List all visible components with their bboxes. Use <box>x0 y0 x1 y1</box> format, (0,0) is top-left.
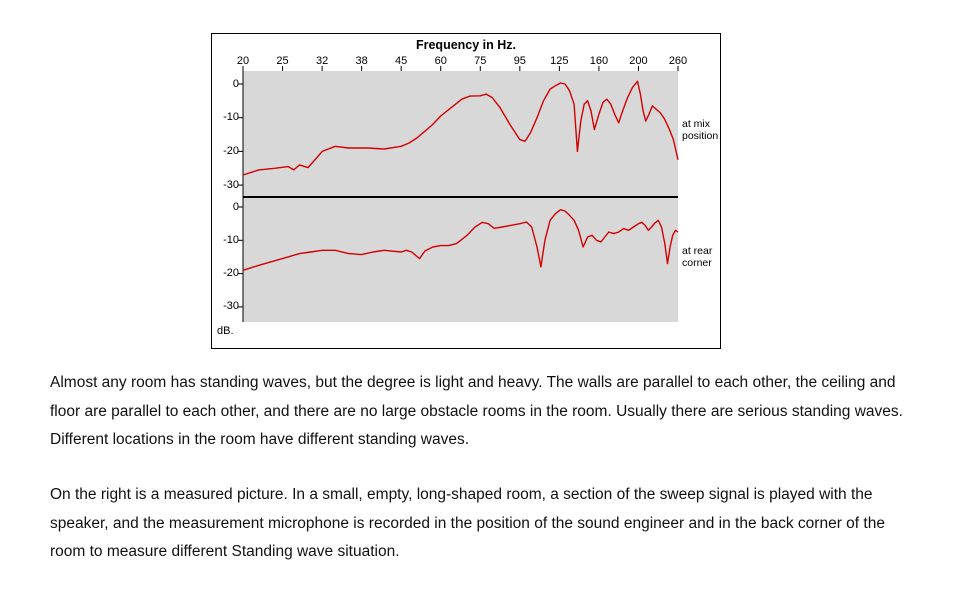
x-tick-label: 160 <box>589 55 609 67</box>
y-tick-label: -30 <box>223 300 239 313</box>
series-label-mix-position: at mix position <box>682 118 722 142</box>
paragraph-measurement: On the right is a measured picture. In a… <box>50 486 885 560</box>
y-tick-label: -20 <box>223 267 239 280</box>
x-tick-label: 60 <box>434 55 447 67</box>
y-tick-label: -30 <box>223 178 239 191</box>
y-axis-unit-label: dB. <box>217 325 234 337</box>
x-tick-label: 75 <box>474 55 487 67</box>
x-tick-label: 20 <box>236 55 250 67</box>
x-tick-label: 200 <box>629 55 648 67</box>
x-tick-label: 32 <box>315 55 329 67</box>
series-label-line: at mix <box>682 118 711 130</box>
x-tick-label: 38 <box>355 55 368 67</box>
x-tick-label: 25 <box>276 55 289 67</box>
series-label-line: corner <box>682 257 712 269</box>
chart-title: Frequency in Hz. <box>415 38 517 52</box>
paragraph-standing-waves: Almost any room has standing waves, but … <box>50 374 903 448</box>
plot-area-mix-position <box>243 71 678 196</box>
x-tick-label: 95 <box>513 55 526 67</box>
series-label-line: position <box>682 130 719 142</box>
y-tick-label: -20 <box>223 144 239 157</box>
plot-divider-line <box>243 196 678 198</box>
y-tick-label: -10 <box>223 233 239 246</box>
x-tick-label: 125 <box>550 55 569 67</box>
y-tick-label: 0 <box>232 200 239 213</box>
series-label-line: at rear <box>682 245 713 257</box>
frequency-response-chart-panel: Frequency in Hz. 20 25 32 38 45 60 75 95 125 160 2… <box>211 33 721 349</box>
x-tick-label: 260 <box>668 55 688 67</box>
y-tick-label: 0 <box>232 77 239 90</box>
y-tick-label: -10 <box>223 111 239 124</box>
series-label-rear-corner: at rear corner <box>682 245 722 269</box>
x-tick-label: 45 <box>395 55 408 67</box>
plot-area-rear-corner <box>243 198 678 322</box>
